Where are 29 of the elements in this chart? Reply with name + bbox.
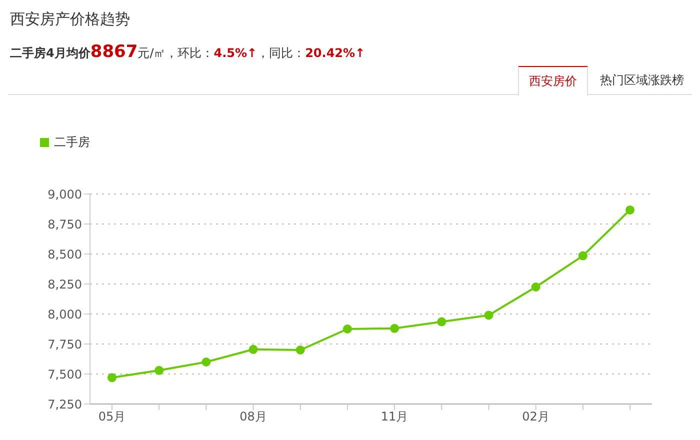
y-tick-label: 8,500 (48, 247, 82, 262)
point (202, 358, 211, 366)
y-tick-label: 8,000 (48, 307, 82, 322)
text: 热门区域涨跌榜 (590, 66, 694, 94)
y-tick-label: 7,250 (48, 397, 82, 412)
legend-label: 二手房 (53, 134, 90, 151)
x-tick-label: 11月 (380, 410, 408, 424)
point (626, 205, 634, 214)
y-tick-label: 8,750 (48, 217, 82, 232)
x-tick-label: 05月 (98, 410, 126, 424)
point (296, 346, 305, 354)
x-tick-label: 08月 (240, 410, 267, 424)
point (248, 344, 258, 354)
point (390, 324, 400, 333)
point (578, 251, 588, 260)
point (342, 324, 352, 334)
point (531, 282, 540, 292)
y-tick-label: 9,000 (48, 187, 82, 202)
y-tick-label: 7,750 (48, 337, 82, 352)
point (154, 366, 164, 375)
x-tick-label: 02月 (522, 410, 550, 424)
chart-title: 西安房产价格趋势 (10, 10, 130, 29)
point (437, 317, 446, 326)
y-tick-label: 7,500 (48, 367, 82, 382)
chart-subtitle: 二手房4月均价8867元/㎡，环比：4.5%↑，同比：20.42%↑ (10, 42, 366, 62)
point (484, 310, 494, 320)
point (108, 373, 116, 382)
y-tick-label: 8,250 (48, 277, 82, 292)
text: 西安房价 (518, 66, 588, 96)
